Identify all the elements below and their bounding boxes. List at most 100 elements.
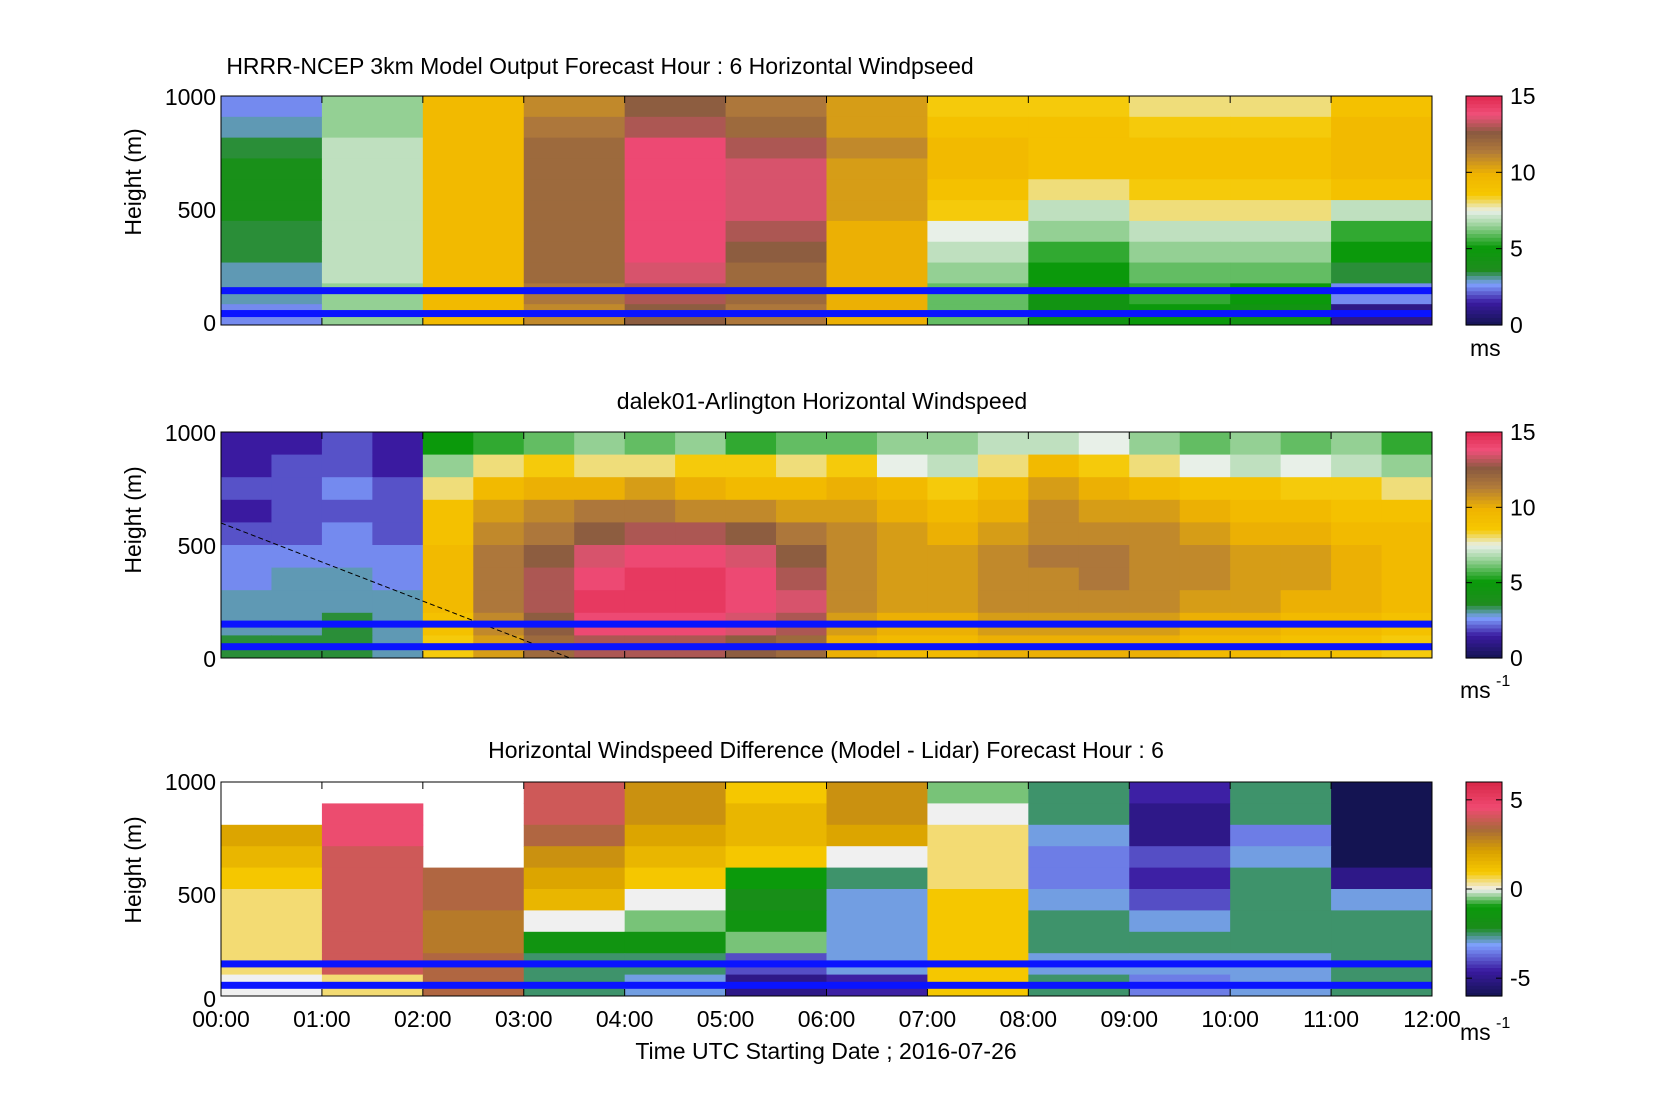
colorbar-segment	[1466, 789, 1502, 794]
heatmap-cell	[725, 116, 827, 139]
heatmap-cell	[1028, 499, 1080, 523]
blue-height-line	[221, 643, 1432, 651]
heatmap-cell	[1028, 522, 1080, 546]
heatmap-cell	[221, 567, 272, 591]
heatmap-cell	[927, 262, 1029, 284]
colorbar-segment	[1466, 864, 1502, 869]
colorbar-segment	[1466, 533, 1502, 539]
colorbar-segment	[1466, 157, 1502, 162]
heatmap-cell	[1129, 567, 1181, 591]
heatmap-cell	[321, 262, 424, 284]
heatmap-cell	[624, 262, 727, 284]
colorbar-segment	[1466, 806, 1502, 812]
heatmap-cell	[624, 567, 676, 591]
heatmap-cell	[1028, 220, 1130, 243]
heatmap-cell	[725, 499, 777, 523]
colorbar-segment	[1466, 206, 1502, 212]
heatmap-cell	[1028, 846, 1130, 869]
heatmap-cell	[422, 158, 525, 180]
heatmap-cell	[826, 522, 878, 546]
heatmap-cell	[1028, 454, 1080, 478]
colorbar-segment	[1466, 839, 1502, 844]
heatmap-cell	[523, 803, 626, 826]
heatmap-cell	[1280, 522, 1332, 546]
colorbar-segment	[1466, 450, 1502, 456]
heatmap-cell	[321, 590, 373, 614]
colorbar-tick-label: 5	[1510, 570, 1523, 596]
colorbar-segment	[1466, 631, 1502, 636]
heatmap-cell	[776, 477, 827, 501]
heatmap-cell	[624, 116, 727, 139]
heatmap-cell	[422, 499, 474, 523]
colorbar-segment	[1466, 831, 1502, 837]
heatmap-cell	[523, 96, 626, 118]
heatmap-cell	[523, 477, 575, 501]
heatmap-cell	[574, 545, 626, 569]
heatmap-cell	[422, 137, 525, 159]
heatmap-cell	[1129, 454, 1181, 478]
colorbar-segment	[1466, 821, 1502, 826]
heatmap-cell	[1129, 867, 1231, 890]
heatmap-cell	[1331, 782, 1433, 804]
heatmap-cell	[1230, 116, 1332, 139]
heatmap-cell	[826, 454, 878, 478]
heatmap-cell	[1230, 545, 1282, 569]
heatmap-cell	[624, 782, 727, 804]
colorbar-segment	[1466, 260, 1502, 265]
heatmap-cell	[221, 910, 323, 933]
heatmap-cell	[523, 846, 626, 869]
colorbar-segment	[1466, 267, 1502, 273]
heatmap-cell	[725, 782, 827, 804]
heatmap-cell	[1078, 499, 1130, 523]
colorbar-segment	[1466, 221, 1502, 227]
colorbar-segment	[1466, 545, 1502, 550]
x-tick-label: 10:00	[1201, 1006, 1259, 1032]
heatmap-cell	[1129, 545, 1181, 569]
colorbar-segment	[1466, 860, 1502, 865]
heatmap-cell	[624, 137, 727, 159]
colorbar-segment	[1466, 552, 1502, 557]
heatmap-cell	[1129, 262, 1231, 284]
heatmap-cell	[1129, 477, 1181, 501]
heatmap-cell	[574, 567, 626, 591]
heatmap-cell	[372, 477, 424, 501]
heatmap-cell	[1230, 567, 1282, 591]
heatmap-cell	[826, 137, 928, 159]
heatmap-cell	[1129, 910, 1231, 933]
heatmap-cell	[1129, 137, 1231, 159]
colorbar-segment	[1466, 153, 1502, 158]
colorbar-segment	[1466, 96, 1502, 101]
heatmap-cell	[523, 220, 626, 243]
heatmap-cell	[1028, 910, 1130, 933]
blue-reference-lines	[221, 620, 1432, 651]
heatmap-cell	[927, 454, 979, 478]
diagonal-dashed-line	[220, 522, 571, 659]
heatmap-cell	[826, 158, 928, 180]
colorbar-segment	[1466, 454, 1502, 459]
heatmap-cell	[1129, 241, 1231, 264]
heatmap-cell	[523, 867, 626, 890]
heatmap-cell	[826, 241, 928, 264]
heatmap-cell	[1078, 590, 1130, 614]
y-tick-label: 0	[203, 986, 216, 1012]
heatmap-cell	[826, 867, 928, 890]
heatmap-cell	[271, 477, 323, 501]
colorbar-segment	[1466, 846, 1502, 851]
x-tick-label: 03:00	[495, 1006, 553, 1032]
heatmap-cell	[725, 590, 777, 614]
heatmap-cell	[725, 867, 827, 890]
x-tick-label: 12:00	[1403, 1006, 1461, 1032]
heatmap-cell	[876, 522, 928, 546]
heatmap-cell	[1381, 522, 1433, 546]
panel-title: dalek01-Arlington Horizontal Windspeed	[617, 388, 1027, 414]
colorbar-tick-label: 0	[1510, 312, 1523, 338]
heatmap-cell	[1331, 889, 1433, 911]
heatmap-cell	[1331, 200, 1433, 222]
colorbar-segment	[1466, 225, 1502, 231]
heatmap-cell	[221, 477, 272, 501]
heatmap-cell	[624, 454, 676, 478]
heatmap-cell	[1179, 477, 1231, 501]
heatmap-cell	[221, 241, 323, 264]
colorbar-segment	[1466, 650, 1502, 655]
heatmap-cell	[422, 867, 525, 890]
